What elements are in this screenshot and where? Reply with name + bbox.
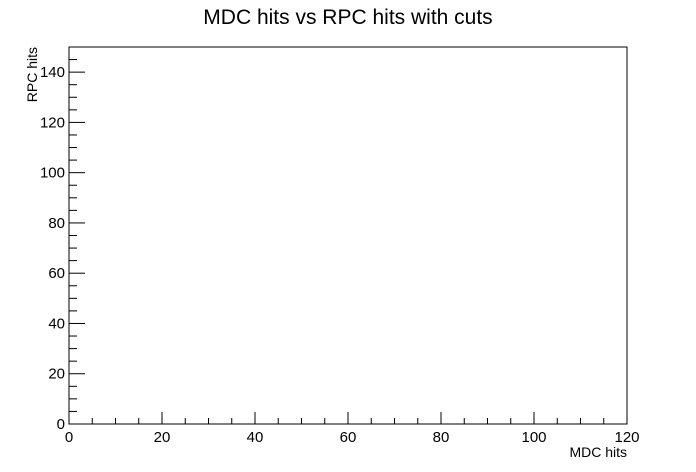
x-tick-label: 100 — [521, 429, 546, 446]
y-axis-label: RPC hits — [24, 47, 40, 102]
x-tick-label: 80 — [433, 429, 450, 446]
y-tick-label: 20 — [48, 366, 65, 383]
y-tick-label: 0 — [57, 416, 65, 433]
x-tick-label: 40 — [247, 429, 264, 446]
y-tick-label: 100 — [40, 165, 65, 182]
x-tick-label: 120 — [614, 429, 639, 446]
x-axis-label: MDC hits — [569, 444, 627, 460]
y-axis-tick-labels: 0 20 40 60 80 100 120 140 — [40, 64, 65, 433]
y-tick-label: 60 — [48, 265, 65, 282]
chart-title: MDC hits vs RPC hits with cuts — [203, 6, 492, 29]
x-axis-ticks — [68, 412, 628, 424]
y-axis-ticks — [69, 46, 85, 425]
y-tick-label: 120 — [40, 114, 65, 131]
y-tick-label: 40 — [48, 315, 65, 332]
x-axis-tick-labels: 0 20 40 60 80 100 120 — [65, 429, 640, 446]
y-tick-label: 80 — [48, 215, 65, 232]
y-tick-label: 140 — [40, 64, 65, 81]
x-tick-label: 0 — [65, 429, 73, 446]
x-tick-label: 20 — [154, 429, 171, 446]
x-tick-label: 60 — [340, 429, 357, 446]
plot-frame — [68, 46, 628, 425]
